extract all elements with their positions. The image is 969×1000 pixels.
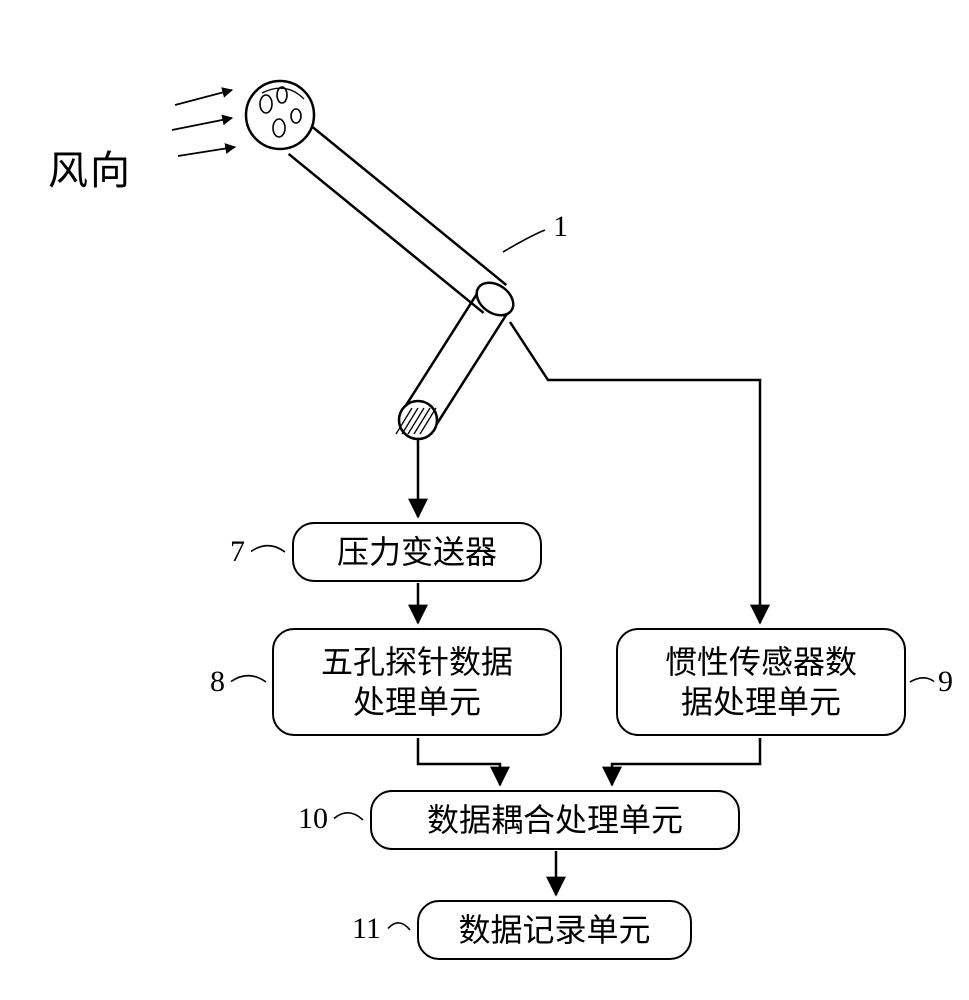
diagram-svg (0, 0, 969, 1000)
ref-num-1: 1 (553, 210, 568, 244)
box-text: 数据记录单元 (458, 910, 650, 950)
diagram-canvas: 风向 压力变送器 五孔探针数据处理单元 惯性传感器数据处理单元 数据耦合处理单元… (0, 0, 969, 1000)
box-text: 压力变送器 (337, 532, 497, 572)
data-record-unit-box: 数据记录单元 (417, 900, 692, 960)
ref-num-10: 10 (298, 802, 328, 836)
box-text: 惯性传感器数据处理单元 (665, 642, 857, 722)
box-text: 数据耦合处理单元 (427, 800, 683, 840)
ref-num-8: 8 (210, 665, 225, 699)
inertial-sensor-unit-box: 惯性传感器数据处理单元 (616, 628, 906, 736)
pressure-transmitter-box: 压力变送器 (292, 522, 542, 582)
five-hole-probe-unit-box: 五孔探针数据处理单元 (272, 628, 562, 736)
box-text: 五孔探针数据处理单元 (321, 642, 513, 722)
data-coupling-unit-box: 数据耦合处理单元 (370, 790, 740, 850)
ref-num-11: 11 (352, 912, 381, 946)
ref-num-7: 7 (230, 535, 245, 569)
ref-num-9: 9 (938, 665, 953, 699)
